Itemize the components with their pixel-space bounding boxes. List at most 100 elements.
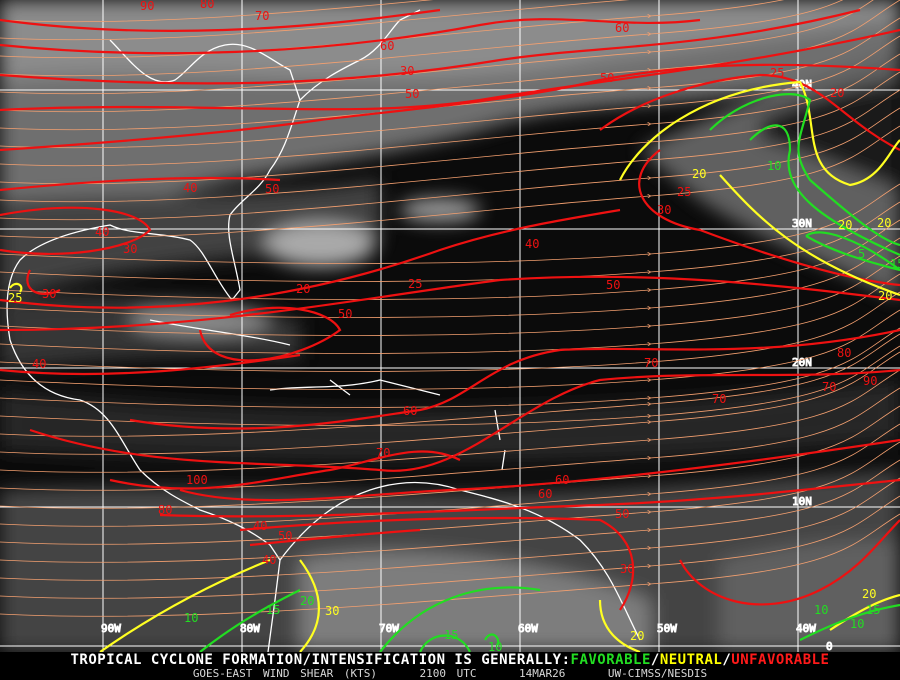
contour-value-label: 30 <box>400 64 414 78</box>
category-neutral: NEUTRAL <box>659 652 723 668</box>
contour-value-label: 40 <box>32 357 46 371</box>
streamline <box>0 53 900 167</box>
contour-value-label: 20 <box>296 282 310 296</box>
headline-text: TROPICAL CYCLONE FORMATION/INTENSIFICATI… <box>70 652 571 668</box>
streamline <box>0 369 900 473</box>
unfavorable-contour <box>239 516 635 611</box>
streamline <box>0 345 900 426</box>
contour-value-label: 50 <box>606 278 620 292</box>
contour-value-label: 20 <box>830 86 844 100</box>
longitude-label: 90W <box>101 622 121 635</box>
contour-value-label: 70 <box>644 356 658 370</box>
contour-value-label: 40 <box>183 181 197 195</box>
unfavorable-contour <box>0 353 301 376</box>
legend-headline: TROPICAL CYCLONE FORMATION/INTENSIFICATI… <box>0 652 900 668</box>
streamline <box>0 459 900 563</box>
favorable-contour <box>749 124 900 257</box>
latitude-label: 30N <box>792 217 812 230</box>
valid-date: 14MAR26 <box>518 667 566 680</box>
separator: / <box>722 652 732 668</box>
data-source: UW-CIMSS/NESDIS <box>607 667 708 680</box>
contour-value-label: 50 <box>615 507 629 521</box>
category-favorable: FAVORABLE <box>570 652 651 668</box>
contour-value-label: 60 <box>380 39 394 53</box>
unfavorable-contour <box>0 206 152 255</box>
contour-value-label: 60 <box>403 404 417 418</box>
unfavorable-contour <box>26 269 61 295</box>
streamline <box>0 183 900 264</box>
latitude-label: 0 <box>826 640 833 652</box>
unfavorable-contour <box>0 73 900 192</box>
contour-value-label: 70 <box>376 446 390 460</box>
contour-value-label: 80 <box>158 503 172 517</box>
contour-value-label: 20 <box>862 587 876 601</box>
contour-value-label: 50 <box>338 307 352 321</box>
contour-value-label: 40 <box>525 237 539 251</box>
favorable-contour <box>199 586 541 652</box>
neutral-contour <box>99 558 321 652</box>
unfavorable-contour <box>179 438 900 502</box>
contour-value-label: 20 <box>692 167 706 181</box>
unfavorable-contour <box>0 149 900 309</box>
contour-value-label: 20 <box>878 289 892 303</box>
neutral-contour <box>9 282 23 293</box>
streamline <box>0 237 900 318</box>
streamline <box>0 291 900 372</box>
separator: / <box>650 652 660 668</box>
unfavorable-contour <box>679 519 900 606</box>
unfavorable-contour <box>0 8 441 32</box>
longitude-label: 60W <box>518 622 538 635</box>
streamline <box>0 35 900 149</box>
neutral-contour <box>719 174 900 297</box>
contour-value-label: 5 <box>858 247 865 261</box>
unfavorable-contour <box>0 8 861 85</box>
contour-value-label: 15 <box>890 257 900 271</box>
product-name: GOES-EAST WIND SHEAR (KTS) <box>192 667 377 680</box>
longitude-label: 70W <box>379 622 399 635</box>
streamline <box>0 0 874 95</box>
contour-value-label: 50 <box>278 529 292 543</box>
contour-value-label: 20 <box>877 216 891 230</box>
contour-value-label: 90 <box>140 0 154 13</box>
contour-value-label: 70 <box>255 9 269 23</box>
unfavorable-contour <box>29 368 900 472</box>
streamline <box>0 477 900 581</box>
product-info: GOES-EAST WIND SHEAR (KTS) 2100 UTC 14MA… <box>0 668 900 680</box>
contour-value-label: 60 <box>538 487 552 501</box>
longitude-label: 50W <box>657 622 677 635</box>
unfavorable-contour <box>129 328 900 430</box>
streamline <box>0 309 900 390</box>
unfavorable-contour <box>0 275 900 332</box>
contour-value-label: 15 <box>866 603 880 617</box>
contour-value-label: 20 <box>300 594 314 608</box>
streamline <box>0 17 900 131</box>
contour-value-label: 15 <box>444 628 458 642</box>
streamline <box>0 89 900 203</box>
unfavorable-contour <box>198 306 342 362</box>
unfavorable-contour <box>0 63 900 152</box>
streamline <box>0 351 900 455</box>
contour-value-label: 60 <box>555 473 569 487</box>
contour-value-label: 40 <box>95 225 109 239</box>
streamline <box>0 107 900 221</box>
contour-value-label: 25 <box>8 291 22 305</box>
contour-value-label: 15 <box>266 603 280 617</box>
streamline <box>0 513 900 617</box>
streamline <box>0 0 900 113</box>
contour-value-label: 10 <box>488 640 502 652</box>
contour-value-label: 50 <box>600 71 614 85</box>
streamline <box>0 0 900 41</box>
streamline <box>0 125 900 239</box>
contour-value-label: 25 <box>408 277 422 291</box>
streamline <box>0 0 434 23</box>
contour-value-label: 25 <box>677 185 691 199</box>
contour-value-label: 30 <box>325 604 339 618</box>
contour-value-label: 100 <box>186 473 208 487</box>
latitude-label: 20N <box>792 356 812 369</box>
favorable-contour <box>418 603 900 652</box>
shear-contours <box>0 8 900 652</box>
contour-value-label: 90 <box>863 374 877 388</box>
favorable-contour <box>709 93 900 247</box>
